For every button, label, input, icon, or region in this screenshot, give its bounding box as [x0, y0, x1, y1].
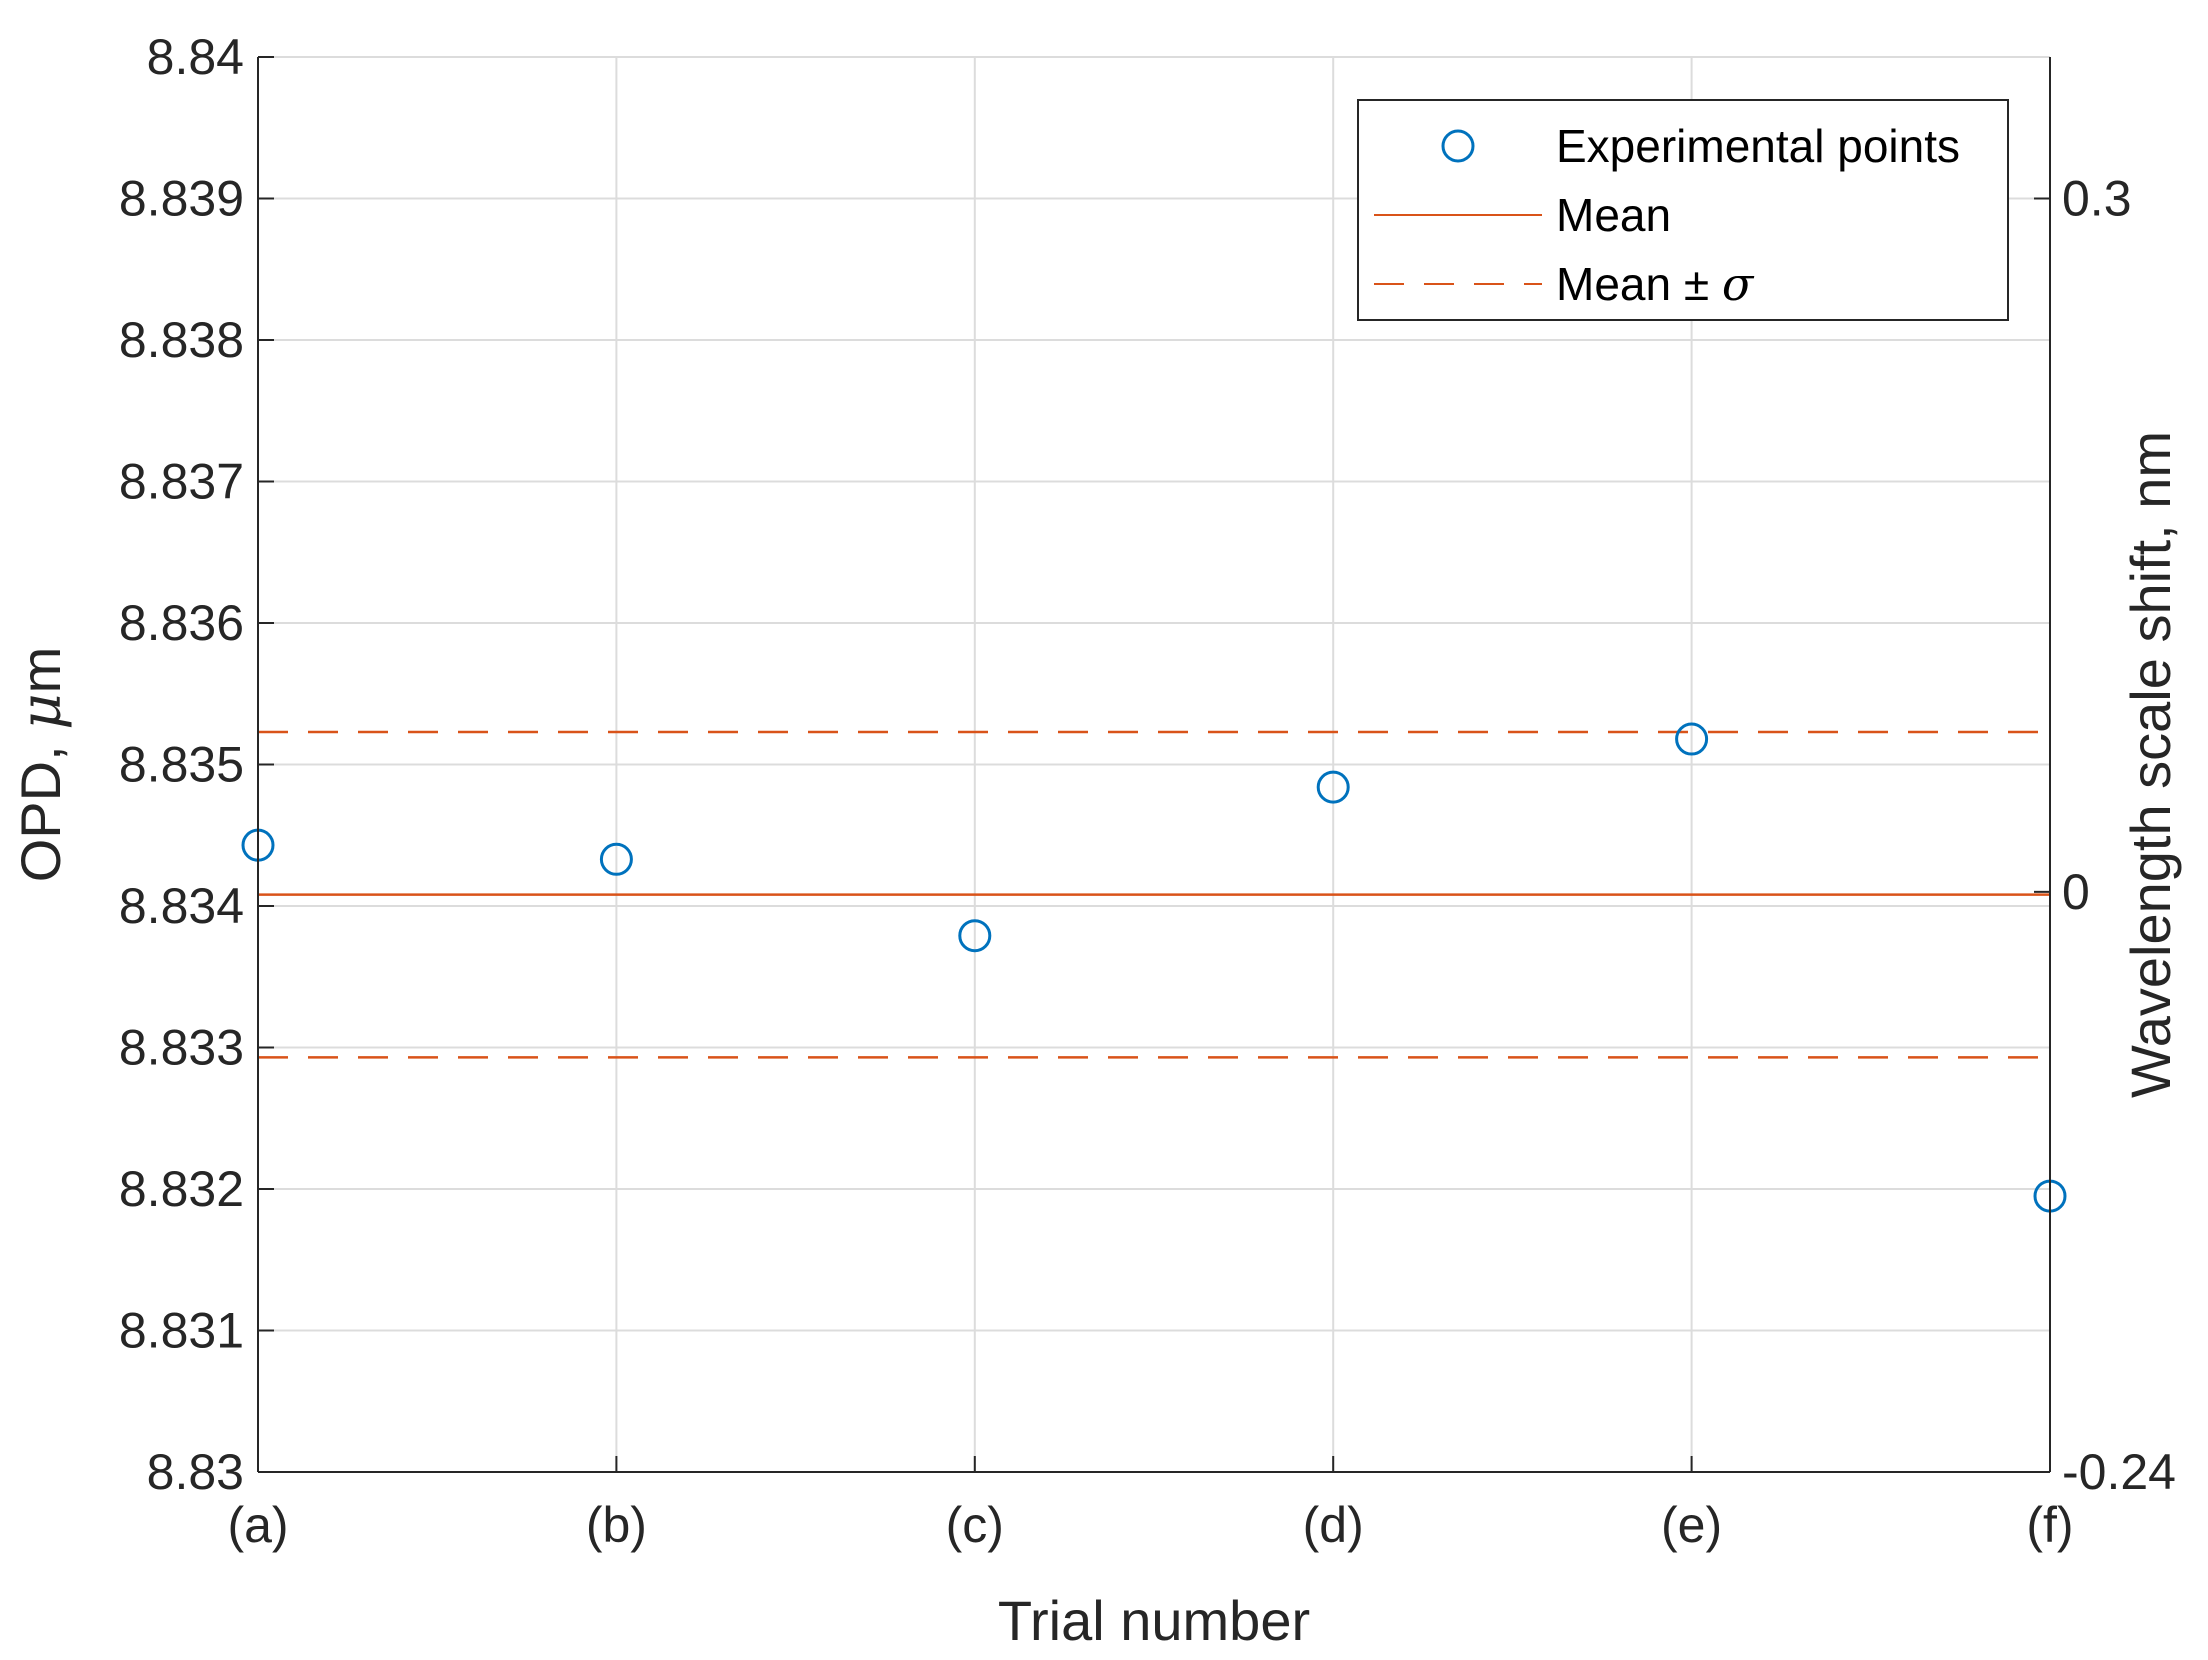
legend-box — [1357, 99, 2009, 321]
data-point-2 — [958, 919, 992, 953]
y-axis-left-title: OPD, μm — [9, 647, 74, 883]
y-tick-label-left-1: 8.831 — [119, 1303, 244, 1359]
y-tick-label-left-8: 8.838 — [119, 312, 244, 368]
y-tick-label-left-7: 8.837 — [119, 454, 244, 510]
legend: Experimental points Mean Mean ± σ — [1357, 99, 2009, 321]
y-axis-left-title-symbol: μ — [9, 693, 74, 729]
y-tick-label-left-0: 8.83 — [147, 1444, 244, 1500]
y-axis-left-title-suffix: m — [9, 647, 72, 694]
data-point-3 — [1316, 770, 1350, 804]
x-axis-title: Trial number — [998, 1589, 1310, 1652]
x-tick-label-1: (b) — [586, 1497, 647, 1553]
x-tick-label-4: (e) — [1661, 1497, 1722, 1553]
legend-marker-experimental-points — [1441, 129, 1475, 163]
x-tick-label-2: (c) — [946, 1497, 1004, 1553]
data-point-4 — [1675, 722, 1709, 756]
y-tick-label-right-0: 0.3 — [2062, 171, 2132, 227]
y-tick-label-left-6: 8.836 — [119, 595, 244, 651]
x-tick-label-3: (d) — [1303, 1497, 1364, 1553]
data-point-1 — [599, 842, 633, 876]
x-tick-label-5: (f) — [2026, 1497, 2073, 1553]
y-tick-label-left-4: 8.834 — [119, 878, 244, 934]
y-tick-label-left-2: 8.832 — [119, 1161, 244, 1217]
y-tick-label-right-2: -0.24 — [2062, 1444, 2176, 1500]
y-tick-label-left-10: 8.84 — [147, 29, 244, 85]
legend-label-experimental-points: Experimental points — [1556, 120, 1960, 172]
y-axis-right-title: Wavelength scale shift, nm — [2119, 431, 2182, 1098]
y-tick-label-right-1: 0 — [2062, 864, 2090, 920]
legend-label-mean-sigma-prefix: Mean ± — [1556, 258, 1722, 310]
series-layer — [241, 722, 2067, 1213]
legend-label-mean-sigma-symbol: σ — [1722, 257, 1755, 311]
axes-layer: 8.83 8.831 8.832 8.833 8.834 8.835 8.836 8.837 8… — [119, 29, 2176, 1553]
y-tick-label-left-9: 8.839 — [119, 171, 244, 227]
x-tick-label-0: (a) — [227, 1497, 288, 1553]
legend-label-mean: Mean — [1556, 189, 1671, 241]
legend-label-mean-sigma: Mean ± σ — [1556, 257, 1755, 311]
y-tick-label-left-3: 8.833 — [119, 1020, 244, 1076]
y-axis-left-title-prefix: OPD, — [9, 730, 72, 882]
y-tick-label-left-5: 8.835 — [119, 737, 244, 793]
